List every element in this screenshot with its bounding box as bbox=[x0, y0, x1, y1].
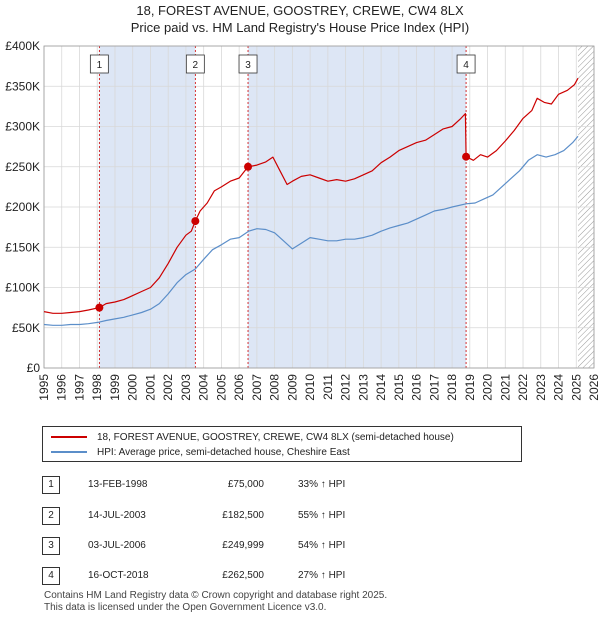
transaction-label: 3 bbox=[245, 60, 251, 71]
x-tick-label: 2003 bbox=[179, 374, 193, 401]
x-tick-label: 2008 bbox=[268, 374, 282, 401]
x-tick-label: 2005 bbox=[214, 374, 228, 401]
legend-item-property: 18, FOREST AVENUE, GOOSTREY, CREWE, CW4 … bbox=[51, 430, 454, 444]
transaction-label: 1 bbox=[97, 60, 103, 71]
x-tick-label: 2017 bbox=[427, 374, 441, 401]
x-tick-label: 1997 bbox=[72, 374, 86, 401]
transaction-number: 1 bbox=[42, 476, 60, 494]
x-tick-label: 2021 bbox=[498, 374, 512, 401]
series-line-property bbox=[43, 77, 579, 314]
series-line-hpi bbox=[43, 135, 579, 326]
x-tick-label: 2006 bbox=[232, 374, 246, 401]
x-tick-label: 2016 bbox=[410, 374, 424, 401]
y-tick-label: £50K bbox=[12, 321, 40, 335]
x-tick-label: 2002 bbox=[161, 374, 175, 401]
transaction-number: 4 bbox=[42, 567, 60, 585]
x-tick-label: 2013 bbox=[356, 374, 370, 401]
x-tick-label: 2024 bbox=[552, 374, 566, 401]
transaction-hpi: 33% ↑ HPI bbox=[298, 479, 346, 490]
y-tick-label: £200K bbox=[5, 200, 40, 214]
transaction-date: 14-JUL-2003 bbox=[88, 510, 146, 521]
x-tick-label: 1995 bbox=[37, 374, 51, 401]
x-tick-label: 2023 bbox=[534, 374, 548, 401]
legend-swatch-property bbox=[51, 436, 87, 438]
transaction-price: £75,000 bbox=[227, 479, 264, 490]
y-tick-label: £150K bbox=[5, 240, 40, 254]
price-chart: 1 2 3 4 £0 £50K £100K £150K £200K £250K £300K £350K… bbox=[5, 39, 600, 401]
sale-point bbox=[95, 303, 104, 312]
x-tick-label: 2015 bbox=[392, 374, 406, 401]
chart-legend: 18, FOREST AVENUE, GOOSTREY, CREWE, CW4 … bbox=[42, 426, 522, 462]
sale-point bbox=[244, 162, 253, 171]
transaction-hpi: 27% ↑ HPI bbox=[298, 570, 346, 581]
legend-swatch-hpi bbox=[51, 451, 87, 453]
x-tick-label: 2014 bbox=[374, 374, 388, 401]
x-tick-label: 2000 bbox=[126, 374, 140, 401]
transaction-label-box bbox=[456, 54, 476, 74]
transaction-label-box bbox=[238, 54, 258, 74]
transaction-label: 2 bbox=[193, 60, 199, 71]
x-tick-label: 2004 bbox=[197, 374, 211, 401]
transaction-price: £262,500 bbox=[222, 570, 264, 581]
sale-point bbox=[462, 152, 471, 161]
footer-copyright: Contains HM Land Registry data © Crown c… bbox=[44, 590, 388, 601]
x-tick-label: 2001 bbox=[143, 374, 157, 401]
transaction-date: 13-FEB-1998 bbox=[88, 479, 148, 490]
sale-point bbox=[191, 217, 200, 226]
transaction-number: 3 bbox=[42, 537, 60, 555]
transaction-hpi: 55% ↑ HPI bbox=[298, 510, 346, 521]
x-tick-label: 2022 bbox=[516, 374, 530, 401]
transaction-date: 03-JUL-2006 bbox=[88, 540, 146, 551]
legend-label-hpi: HPI: Average price, semi-detached house,… bbox=[97, 446, 350, 458]
y-tick-label: £400K bbox=[5, 39, 40, 53]
transaction-price: £249,999 bbox=[222, 540, 264, 551]
y-tick-label: £250K bbox=[5, 160, 40, 174]
x-tick-label: 2011 bbox=[321, 374, 335, 400]
x-tick-label: 2007 bbox=[250, 374, 264, 401]
x-tick-label: 2020 bbox=[481, 374, 495, 401]
y-tick-label: £350K bbox=[5, 79, 40, 93]
x-tick-label: 2019 bbox=[463, 374, 477, 401]
x-tick-label: 1998 bbox=[90, 374, 104, 401]
y-tick-label: £0 bbox=[27, 361, 41, 375]
x-tick-label: 2025 bbox=[569, 374, 583, 401]
chart-title: 18, FOREST AVENUE, GOOSTREY, CREWE, CW4 … bbox=[136, 3, 464, 18]
transaction-number: 2 bbox=[42, 507, 60, 525]
chart-subtitle: Price paid vs. HM Land Registry's House … bbox=[130, 20, 470, 35]
legend-label-property: 18, FOREST AVENUE, GOOSTREY, CREWE, CW4 … bbox=[97, 431, 454, 443]
transaction-date: 16-OCT-2018 bbox=[88, 570, 149, 581]
footer-licence: This data is licensed under the Open Gov… bbox=[44, 602, 327, 613]
x-tick-label: 1996 bbox=[55, 374, 69, 401]
transaction-label-box bbox=[89, 54, 109, 74]
x-tick-label: 1999 bbox=[108, 374, 122, 401]
x-tick-label: 2010 bbox=[303, 374, 317, 401]
x-tick-label: 2012 bbox=[339, 374, 353, 401]
transaction-label-box bbox=[185, 54, 205, 74]
legend-item-hpi: HPI: Average price, semi-detached house,… bbox=[51, 445, 350, 459]
y-tick-label: £100K bbox=[5, 281, 40, 295]
transaction-hpi: 54% ↑ HPI bbox=[298, 540, 346, 551]
x-tick-label: 2026 bbox=[587, 374, 600, 401]
x-tick-label: 2009 bbox=[285, 374, 299, 401]
transaction-label: 4 bbox=[463, 60, 469, 71]
transaction-price: £182,500 bbox=[222, 510, 264, 521]
x-tick-label: 2018 bbox=[445, 374, 459, 401]
y-tick-label: £300K bbox=[5, 120, 40, 134]
plot-frame bbox=[43, 45, 595, 369]
